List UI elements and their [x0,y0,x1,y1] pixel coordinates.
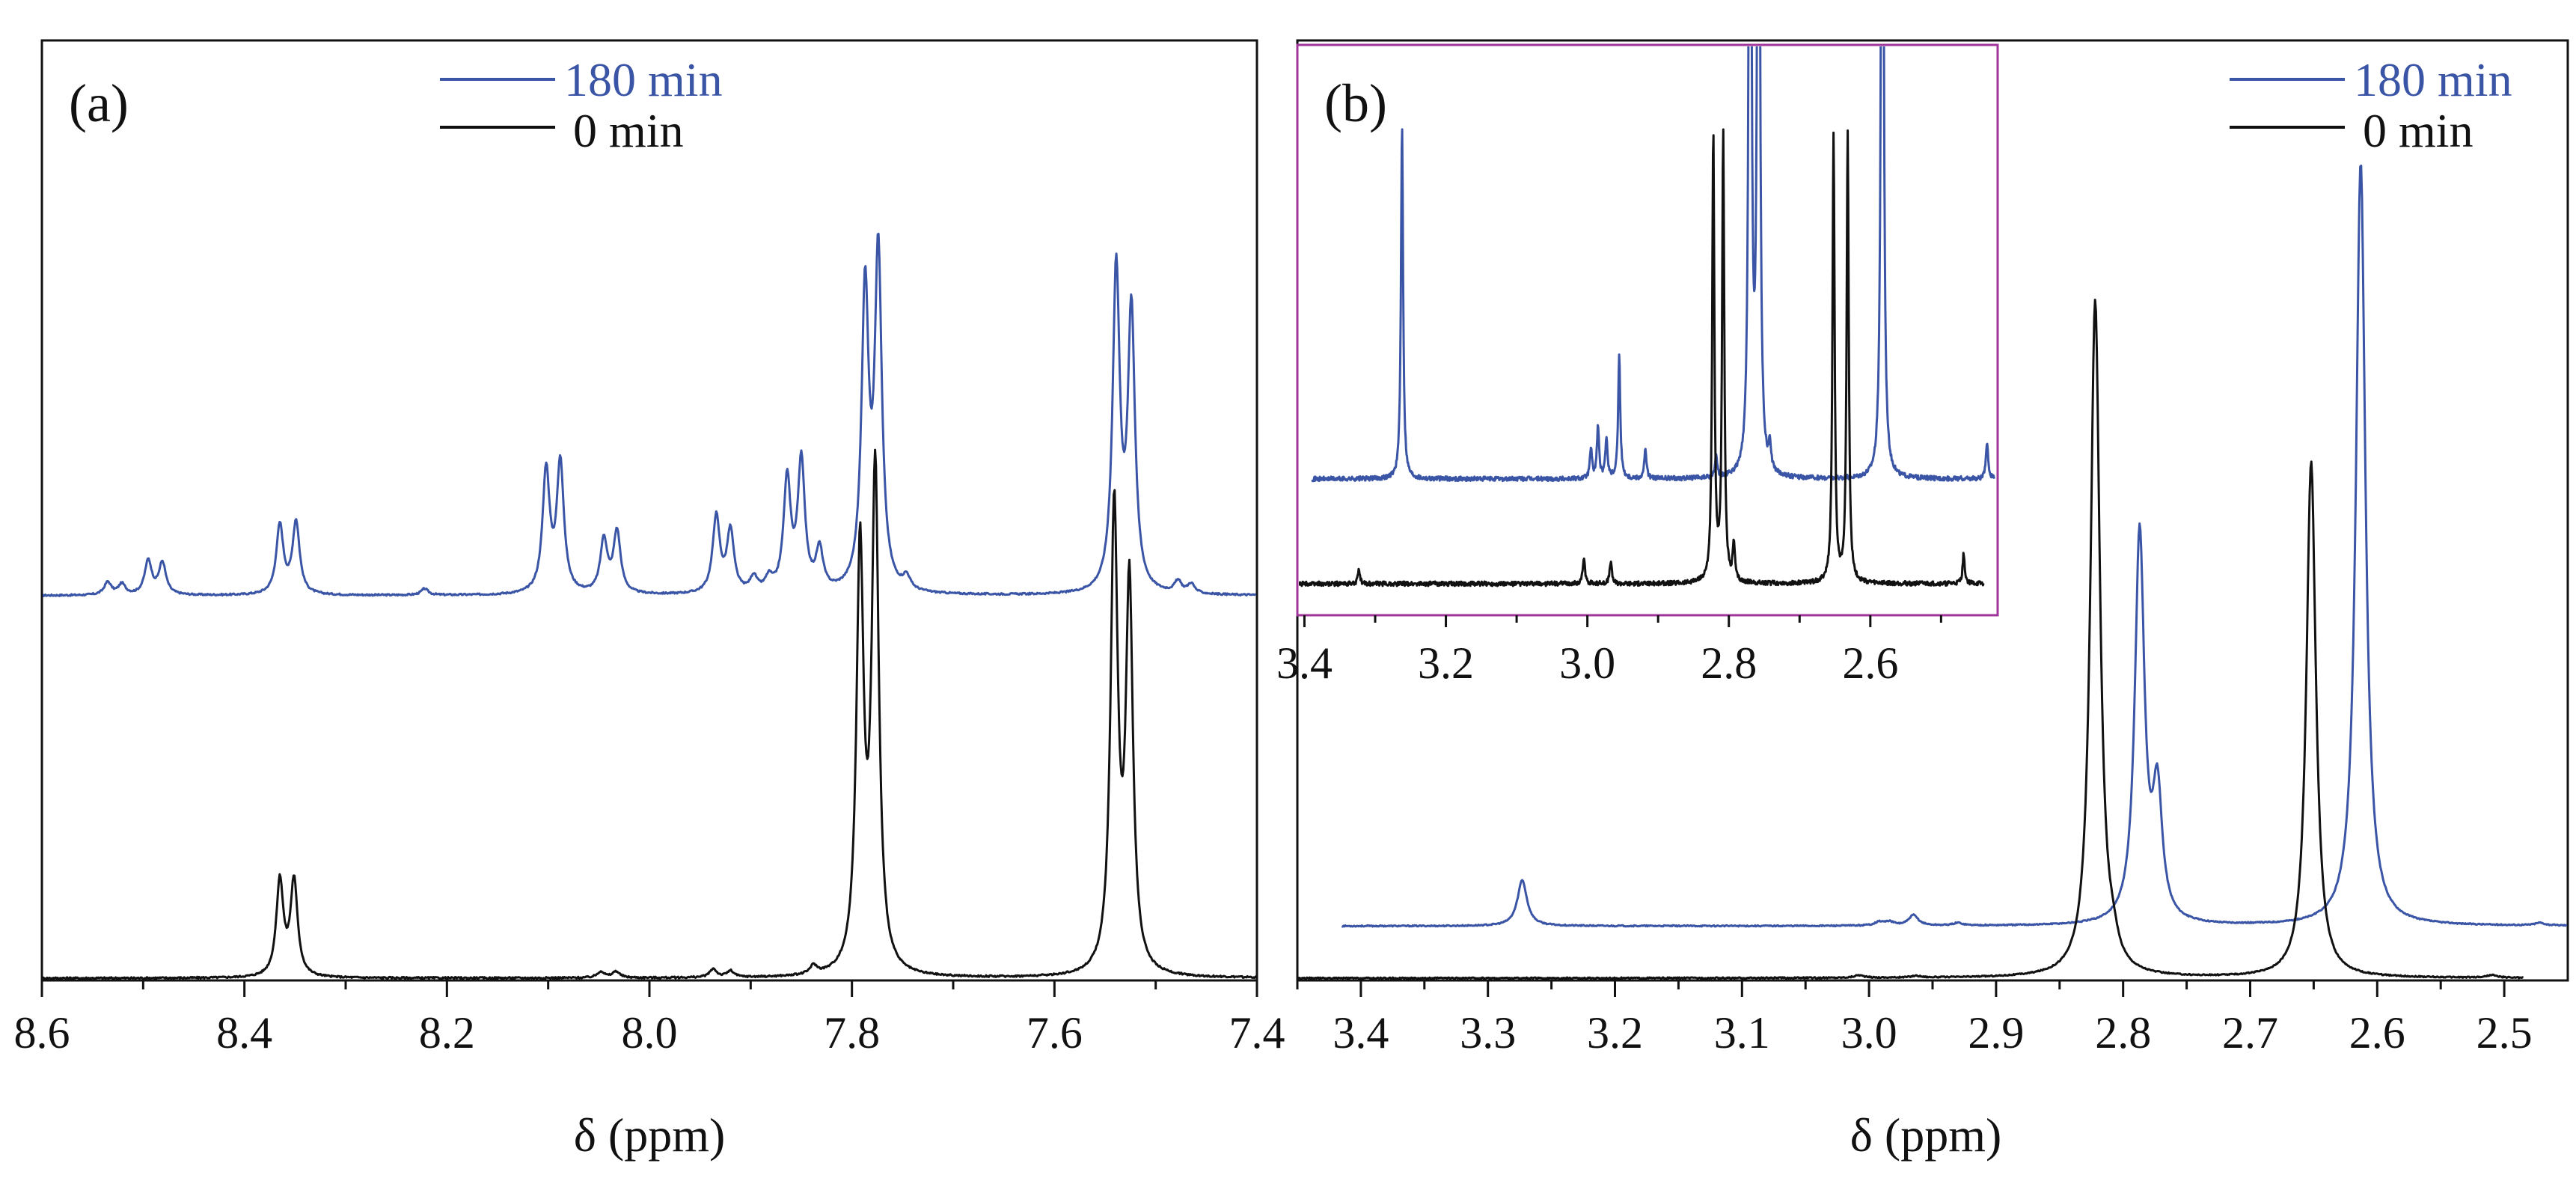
spectrum-a-180-min [43,232,1256,597]
panel-a-x-tick-label: 7.6 [1027,1008,1083,1058]
panel-a-x-tick-label: 8.0 [622,1008,678,1058]
panel-a-x-tick-label: 8.2 [419,1008,475,1058]
panel-b-x-tick-label: 2.9 [1968,1008,2024,1058]
inset-x-tick-label: 2.8 [1701,638,1757,688]
inset-spectrum-180-min [1311,46,1995,483]
legend-b-label-180min: 180 min [2354,53,2512,106]
panel-b-x-tick-label: 3.4 [1333,1008,1389,1058]
spectrum-a-0-min [43,448,1256,980]
inset-x-tick-label: 2.6 [1842,638,1898,688]
panel-b-label: (b) [1324,73,1387,133]
panel-a-x-tick-label: 7.8 [824,1008,880,1058]
panel-b-x-tick-label: 3.1 [1714,1008,1770,1058]
legend-a-label-0min: 0 min [573,104,684,157]
legend-a-label-180min: 180 min [564,53,723,106]
panel-a-x-tick-label: 8.4 [216,1008,272,1058]
panel-b-x-tick-label: 2.8 [2095,1008,2151,1058]
panel-a-plot [43,232,1256,980]
inset-traces [1299,46,1995,588]
panel-b-x-tick-label: 3.0 [1841,1008,1897,1058]
inset-spectrum-0-min [1299,128,1985,588]
panel-a-x-tick-label: 7.4 [1229,1008,1285,1058]
panel-a-x-tick-label: 8.6 [14,1008,70,1058]
inset-x-tick-label: 3.0 [1559,638,1615,688]
panel-b-x-axis: 3.4 3.3 3.2 3.1 3.0 2.9 2.8 2.7 2.6 2.5 [1296,980,2533,1058]
spectrum-b-0-min [1298,299,2524,980]
panel-a-frame [40,39,1258,982]
panel-b-x-tick-label: 2.7 [2222,1008,2278,1058]
panel-b-x-tick-label: 3.3 [1460,1008,1516,1058]
inset-frame [1296,43,1999,617]
panel-a: (a) 180 min 0 min 8.6 8.4 8.2 8.0 7.8 7.6 7.4 … [14,39,1285,1162]
inset-plot: 3.4 3.2 3.0 2.8 2.6 [1276,43,1999,688]
inset-x-tick-label: 3.4 [1276,638,1333,688]
spectrum-b-180-min [1341,164,2567,928]
inset-x-axis: 3.4 3.2 3.0 2.8 2.6 [1276,615,1942,688]
panel-a-x-axis: 8.6 8.4 8.2 8.0 7.8 7.6 7.4 [14,980,1285,1058]
panel-b: 180 min 0 min 3.4 3.2 3.0 2.8 2.6 (b) 3.4 3.3… [1276,39,2569,1162]
panel-b-x-tick-label: 2.6 [2349,1008,2405,1058]
panel-b-x-tick-label: 2.5 [2476,1008,2533,1058]
panel-a-xlabel: δ (ppm) [574,1108,726,1162]
panel-a-label: (a) [69,73,129,133]
legend-b-label-0min: 0 min [2363,104,2473,157]
panel-b-xlabel: δ (ppm) [1850,1108,2002,1162]
panel-b-x-tick-label: 3.2 [1587,1008,1643,1058]
panel-b-plot [1298,164,2567,980]
inset-x-tick-label: 3.2 [1418,638,1474,688]
